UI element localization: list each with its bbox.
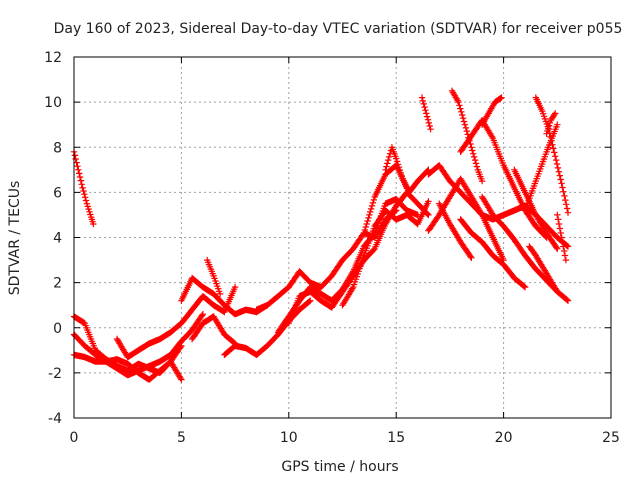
series-t1 [70,148,97,228]
data-marker-track [204,256,224,298]
data-marker-track [543,110,559,137]
y-tick-label: 8 [53,140,62,156]
x-tick-label: 25 [602,430,620,446]
series-t12 [285,189,432,327]
grid-layer [74,57,611,418]
x-tick-label: 5 [177,430,186,446]
y-tick-label: 10 [44,95,62,111]
data-marker-track [285,189,432,327]
series-t16 [418,94,434,133]
data-marker-track [418,94,434,133]
series-t15 [382,144,432,196]
y-axis-label: SDTVAR / TECUs [7,181,23,296]
x-tick-label: 10 [280,430,298,446]
data-marker-track [521,121,561,214]
series-t29 [543,110,559,137]
axis-ticks [73,56,612,419]
y-tick-label: 2 [53,276,62,292]
series-t26 [521,121,561,214]
series-t30 [554,211,570,264]
series-t21 [457,216,529,291]
y-tick-label: 6 [53,185,62,201]
data-marker-track [339,198,432,309]
data-marker-track [526,243,572,304]
x-axis-label: GPS time / hours [281,459,398,475]
series-t8 [204,256,224,298]
series-t10 [253,207,400,313]
series-t13 [339,198,432,309]
data-marker-track [113,283,239,361]
series-t18 [425,162,507,264]
y-tick-label: -4 [48,411,62,427]
x-tick-label: 15 [387,430,405,446]
data-marker-track [532,94,572,216]
x-tick-label: 0 [70,430,79,446]
data-marker-track [70,148,97,228]
series-t7 [188,313,239,347]
series-t28 [526,243,572,304]
series-t27 [532,94,572,216]
y-tick-label: 12 [44,50,62,66]
series-t19 [436,200,475,261]
data-marker-track [554,211,570,264]
tick-labels: 0 5 10 15 20 25 -4 -2 0 2 4 6 8 10 12 [44,50,620,446]
data-marker-track [457,216,529,291]
y-tick-label: 0 [53,321,62,337]
series-t24 [478,94,505,128]
y-tick-label: 4 [53,231,62,247]
data-marker-track [478,94,505,128]
data-marker-track [425,162,507,264]
series-t5 [113,283,239,361]
chart-title: Day 160 of 2023, Sidereal Day-to-day VTE… [54,21,623,37]
y-tick-label: -2 [48,366,62,382]
data-marker-track [188,313,239,347]
data-markers [70,87,572,383]
data-marker-track [382,144,432,196]
data-marker-track [436,200,475,261]
data-marker-track [253,207,400,313]
x-tick-label: 20 [495,430,513,446]
